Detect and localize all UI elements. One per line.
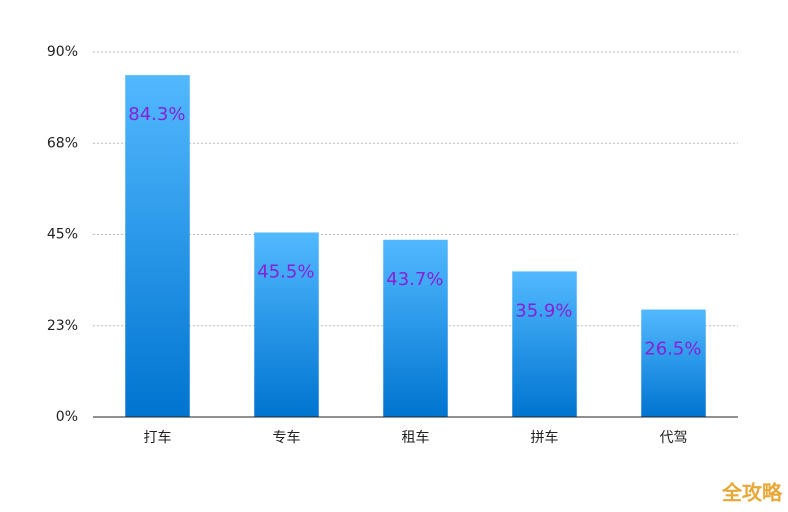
bar — [383, 239, 448, 417]
bar — [254, 232, 319, 417]
x-tick-label: 专车 — [273, 429, 301, 446]
bar — [512, 271, 577, 417]
value-label: 26.5% — [644, 339, 701, 360]
value-label: 35.9% — [515, 300, 572, 321]
watermark: 全攻略 — [721, 481, 783, 505]
bar — [125, 75, 190, 417]
y-tick-label: 0% — [56, 409, 78, 425]
x-tick-label: 租车 — [402, 429, 430, 446]
bar — [641, 309, 706, 417]
y-tick-label: 45% — [47, 227, 78, 243]
x-tick-label: 打车 — [144, 429, 172, 446]
value-label: 84.3% — [128, 104, 185, 125]
y-tick-label: 23% — [47, 318, 78, 334]
x-tick-label: 代驾 — [660, 430, 688, 446]
x-tick-label: 拼车 — [531, 429, 559, 446]
y-tick-label: 90% — [47, 44, 78, 60]
y-tick-label: 68% — [47, 135, 78, 151]
value-label: 43.7% — [386, 269, 443, 290]
value-label: 45.5% — [257, 261, 314, 282]
